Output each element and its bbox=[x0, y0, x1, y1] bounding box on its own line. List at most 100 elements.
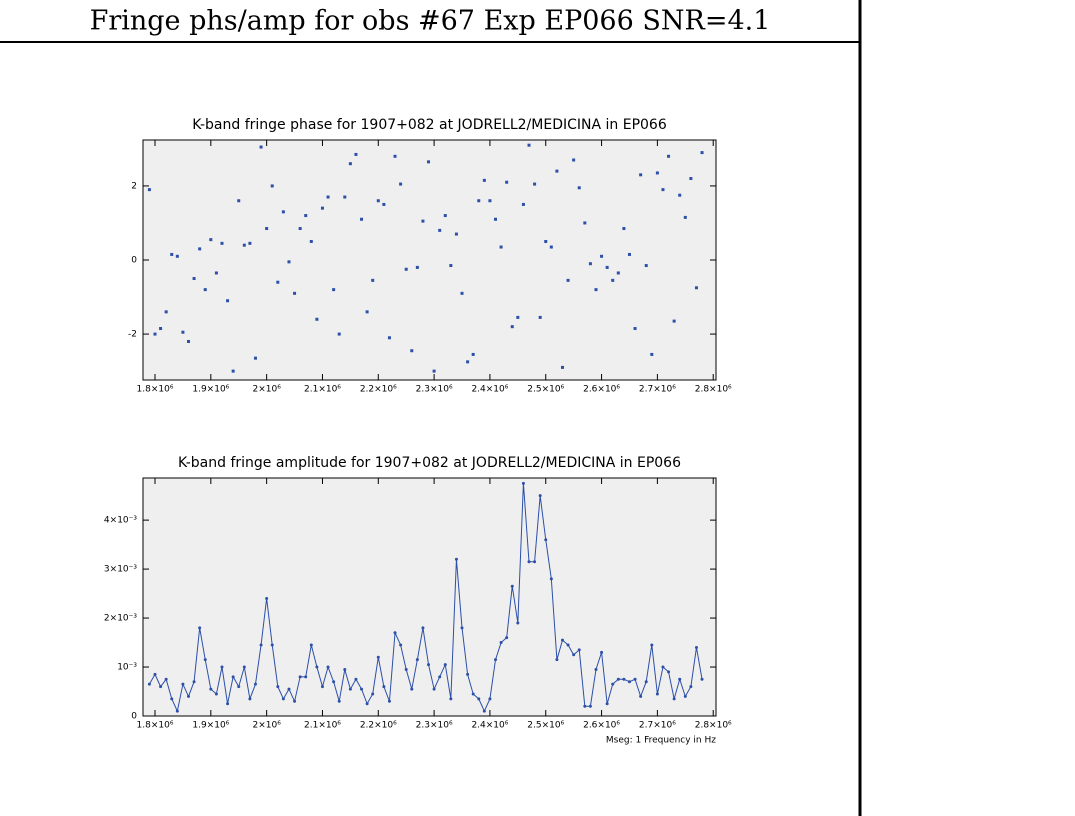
x-tick-label: 2.8×10⁶ bbox=[695, 385, 732, 395]
amplitude-point bbox=[203, 658, 207, 662]
y-tick-label: 10⁻³ bbox=[117, 663, 137, 673]
amplitude-point bbox=[242, 665, 246, 669]
amplitude-point bbox=[393, 631, 397, 635]
phase-point bbox=[505, 180, 509, 184]
amplitude-point bbox=[477, 697, 481, 701]
amplitude-point bbox=[577, 648, 581, 652]
phase-point bbox=[404, 267, 408, 271]
phase-point bbox=[226, 299, 230, 303]
phase-point bbox=[421, 219, 425, 223]
phase-point bbox=[588, 262, 592, 266]
phase-point bbox=[281, 210, 285, 214]
plot-area bbox=[142, 139, 717, 381]
amplitude-point bbox=[175, 709, 179, 713]
amplitude-point bbox=[667, 670, 671, 674]
amplitude-point bbox=[226, 702, 230, 706]
amplitude-point bbox=[220, 665, 224, 669]
phase-point bbox=[477, 199, 481, 203]
phase-point bbox=[700, 151, 704, 155]
phase-point bbox=[309, 239, 313, 243]
amplitude-point bbox=[533, 560, 537, 564]
x-tick-label: 2.3×10⁶ bbox=[416, 721, 453, 731]
amplitude-point bbox=[293, 699, 297, 703]
amplitude-point bbox=[471, 692, 475, 696]
phase-point bbox=[298, 227, 302, 231]
y-tick-label: 4×10⁻³ bbox=[104, 516, 137, 526]
phase-point bbox=[667, 154, 671, 158]
amplitude-point bbox=[594, 667, 598, 671]
phase-point bbox=[343, 195, 347, 199]
amplitude-point bbox=[538, 494, 542, 498]
phase-point bbox=[577, 186, 581, 190]
amplitude-point bbox=[343, 667, 347, 671]
phase-point bbox=[549, 245, 553, 249]
amplitude-point bbox=[494, 658, 498, 662]
phase-point bbox=[365, 310, 369, 314]
amplitude-point bbox=[700, 677, 704, 681]
phase-point bbox=[337, 332, 341, 336]
amplitude-point bbox=[516, 621, 520, 625]
x-tick-label: 2.7×10⁶ bbox=[639, 385, 676, 395]
phase-point bbox=[633, 327, 637, 331]
phase-point bbox=[382, 202, 386, 206]
phase-point bbox=[304, 214, 308, 218]
phase-point bbox=[415, 265, 419, 269]
amplitude-point bbox=[588, 704, 592, 708]
phase-point bbox=[214, 271, 218, 275]
amplitude-point bbox=[371, 692, 375, 696]
x-tick-label: 2×10⁶ bbox=[252, 721, 281, 731]
phase-point bbox=[237, 199, 241, 203]
phase-point bbox=[253, 356, 257, 360]
amplitude-point bbox=[421, 626, 425, 630]
phase-point bbox=[521, 202, 525, 206]
amplitude-point bbox=[549, 577, 553, 581]
phase-point bbox=[270, 184, 274, 188]
phase-point bbox=[147, 188, 151, 192]
phase-point bbox=[293, 291, 297, 295]
phase-point bbox=[387, 336, 391, 340]
amplitude-point bbox=[633, 677, 637, 681]
phase-point bbox=[527, 143, 531, 147]
amplitude-point bbox=[231, 675, 235, 679]
amplitude-point bbox=[555, 658, 559, 662]
amplitude-point bbox=[505, 636, 509, 640]
phase-point bbox=[678, 193, 682, 197]
amplitude-point bbox=[689, 685, 693, 689]
amplitude-point bbox=[583, 704, 587, 708]
amplitude-point bbox=[427, 663, 431, 667]
phase-point bbox=[533, 182, 537, 186]
amplitude-point bbox=[415, 658, 419, 662]
amplitude-point bbox=[410, 687, 414, 691]
x-tick-label: 2.6×10⁶ bbox=[583, 385, 620, 395]
amplitude-point bbox=[192, 680, 196, 684]
amplitude-point bbox=[622, 677, 626, 681]
x-tick-label: 1.8×10⁶ bbox=[137, 385, 174, 395]
x-tick-label: 2.8×10⁶ bbox=[695, 721, 732, 731]
amplitude-point bbox=[315, 665, 319, 669]
x-tick-label: 2.7×10⁶ bbox=[639, 721, 676, 731]
x-tick-label: 2.2×10⁶ bbox=[360, 385, 397, 395]
amplitude-point bbox=[332, 680, 336, 684]
amplitude-point bbox=[159, 685, 163, 689]
x-tick-label: 2.5×10⁶ bbox=[527, 721, 564, 731]
amplitude-point bbox=[443, 663, 447, 667]
amplitude-point bbox=[387, 699, 391, 703]
amplitude-point bbox=[510, 584, 514, 588]
amplitude-point bbox=[605, 702, 609, 706]
phase-point bbox=[672, 319, 676, 323]
phase-point bbox=[393, 154, 397, 158]
phase-point bbox=[460, 291, 464, 295]
amplitude-point bbox=[265, 596, 269, 600]
phase-point bbox=[192, 277, 196, 281]
phase-point bbox=[566, 278, 570, 282]
phase-point bbox=[432, 369, 436, 373]
amplitude-point bbox=[404, 667, 408, 671]
amplitude-point bbox=[153, 672, 157, 676]
y-tick-label: 2 bbox=[131, 181, 137, 191]
x-tick-label: 2.3×10⁶ bbox=[416, 385, 453, 395]
amplitude-point bbox=[566, 643, 570, 647]
phase-point bbox=[683, 215, 687, 219]
phase-point bbox=[494, 217, 498, 221]
amplitude-point bbox=[382, 685, 386, 689]
amplitude-point bbox=[337, 699, 341, 703]
